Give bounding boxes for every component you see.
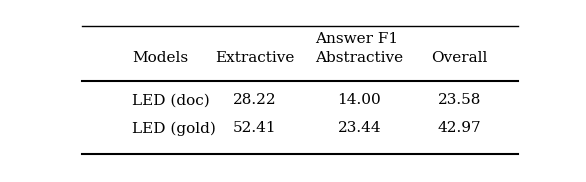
Text: Models: Models [132,51,189,65]
Text: Overall: Overall [431,51,488,65]
Text: 28.22: 28.22 [233,93,277,107]
Text: 14.00: 14.00 [338,93,381,107]
Text: 42.97: 42.97 [438,121,481,135]
Text: 23.58: 23.58 [438,93,481,107]
Text: 52.41: 52.41 [233,121,277,135]
Text: Extractive: Extractive [215,51,295,65]
Text: LED (gold): LED (gold) [132,121,216,136]
Text: Abstractive: Abstractive [315,51,403,65]
Text: Answer F1: Answer F1 [315,32,398,46]
Text: 23.44: 23.44 [338,121,381,135]
Text: LED (doc): LED (doc) [132,93,210,107]
